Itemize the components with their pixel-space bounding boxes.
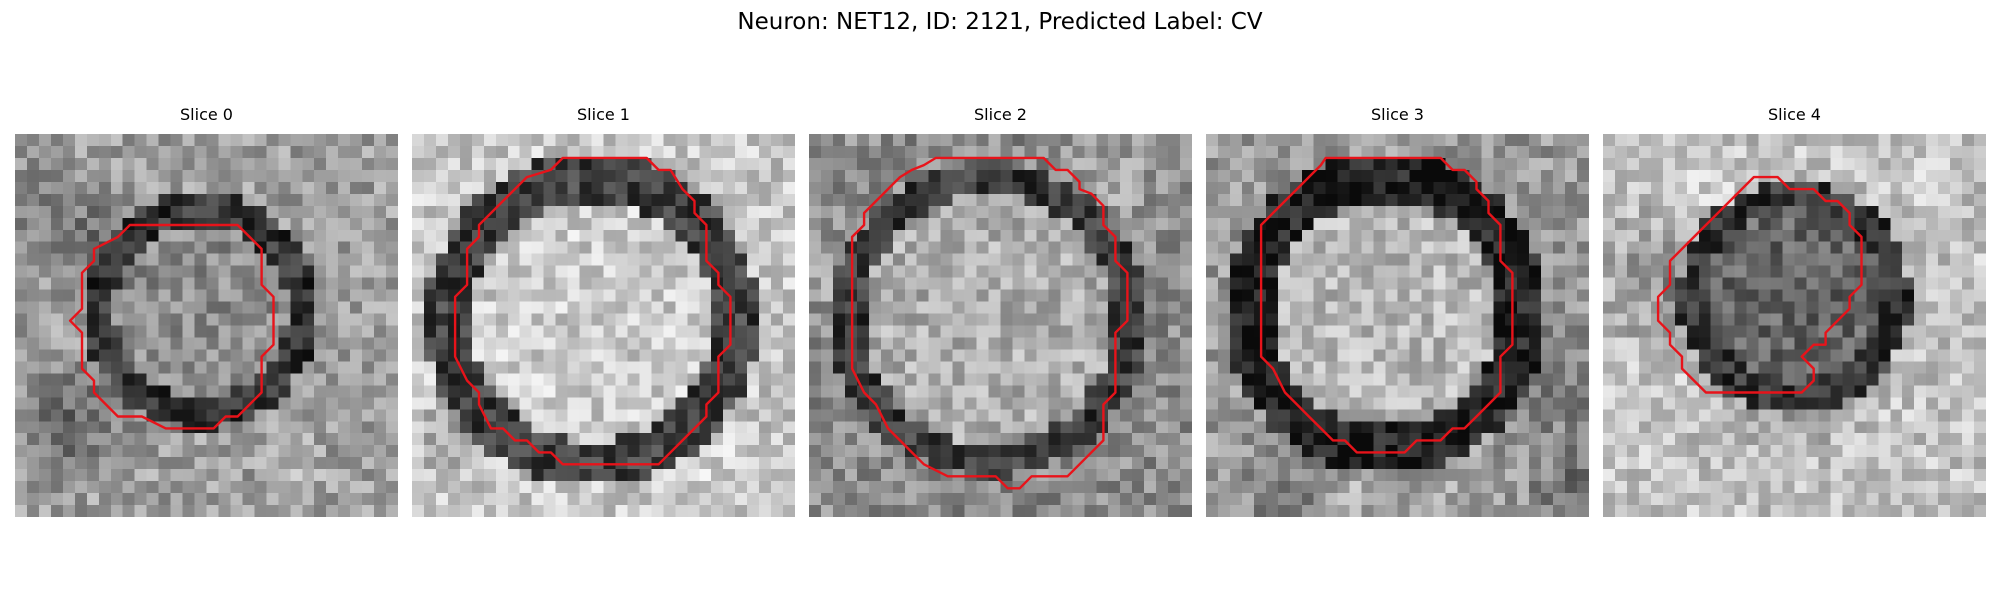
slice-title: Slice 1 <box>577 105 630 124</box>
segmentation-contour <box>850 156 1129 490</box>
segmentation-contour <box>68 223 275 430</box>
slice-image <box>412 134 795 517</box>
slice-title: Slice 4 <box>1768 105 1821 124</box>
grayscale-pixels <box>1206 134 1589 517</box>
segmentation-contour <box>453 156 732 466</box>
slice-image <box>809 134 1192 517</box>
slice-image <box>15 134 398 517</box>
slice-image <box>1603 134 1986 517</box>
figure-title: Neuron: NET12, ID: 2121, Predicted Label… <box>737 9 1263 35</box>
slice-image <box>1206 134 1589 517</box>
slice-title: Slice 3 <box>1371 105 1424 124</box>
grayscale-pixels <box>412 134 795 517</box>
segmentation-contour <box>1259 156 1514 454</box>
slice-title: Slice 2 <box>974 105 1027 124</box>
grayscale-pixels <box>15 134 398 517</box>
grayscale-pixels <box>809 134 1192 517</box>
segmentation-contour <box>1656 175 1863 394</box>
grayscale-pixels <box>1603 134 1986 517</box>
slice-title: Slice 0 <box>180 105 233 124</box>
